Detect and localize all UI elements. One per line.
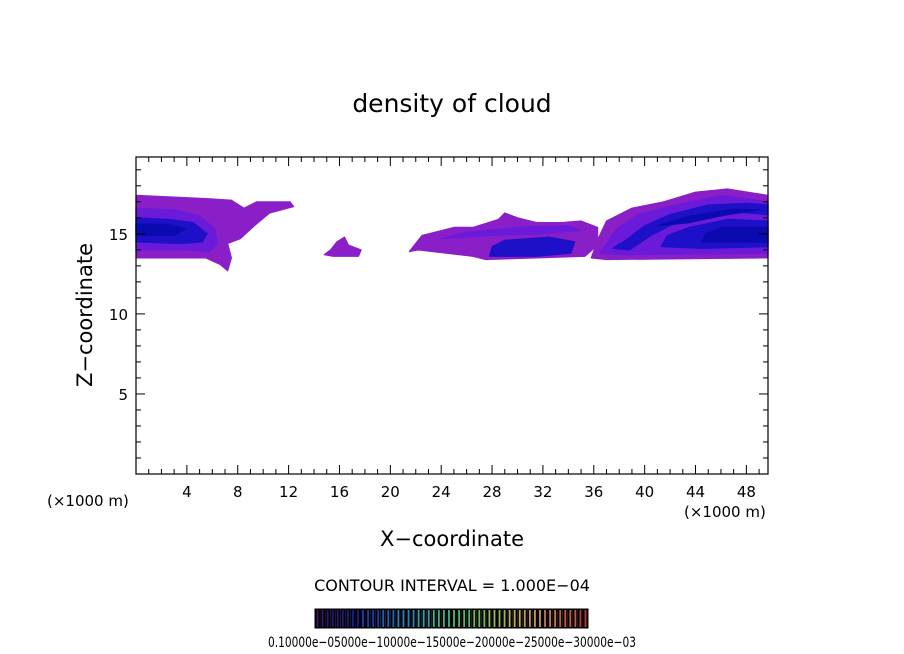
x-unit-label: (×1000 m)	[684, 503, 766, 521]
x-tick-label: 8	[233, 483, 243, 501]
x-tick-label: 48	[737, 483, 756, 501]
colorbar	[314, 608, 589, 629]
plot-frame	[135, 156, 769, 475]
x-tick-label: 36	[584, 483, 603, 501]
right-cloud-core-upper	[656, 209, 760, 227]
y-tick-label: 5	[118, 386, 128, 404]
y-axis-label: Z−coordinate	[73, 243, 97, 387]
x-tick-label: 44	[686, 483, 705, 501]
x-tick-label: 28	[483, 483, 502, 501]
x-tick-label: 24	[432, 483, 451, 501]
y-tick-label: 15	[109, 226, 128, 244]
colorbar-frame	[314, 608, 589, 629]
middle-cloud-high	[488, 236, 576, 257]
right-cloud-core	[701, 226, 769, 243]
y-tick-label: 10	[109, 306, 128, 324]
cloud-density-field	[135, 188, 769, 272]
small-cloud	[323, 236, 362, 257]
x-tick-label: 16	[330, 483, 349, 501]
middle-cloud-band	[440, 225, 582, 240]
y-unit-label: (×1000 m)	[47, 492, 129, 510]
x-tick-label: 32	[533, 483, 552, 501]
chart-title: density of cloud	[352, 89, 551, 118]
x-tick-label: 40	[635, 483, 654, 501]
x-tick-label: 20	[381, 483, 400, 501]
x-tick-label: 12	[279, 483, 298, 501]
colorbar-labels: 0.10000e−05000e−10000e−15000e−20000e−250…	[268, 635, 636, 651]
x-tick-label: 4	[182, 483, 192, 501]
contour-interval-label: CONTOUR INTERVAL = 1.000E−04	[314, 576, 590, 595]
x-axis-label: X−coordinate	[380, 527, 524, 551]
